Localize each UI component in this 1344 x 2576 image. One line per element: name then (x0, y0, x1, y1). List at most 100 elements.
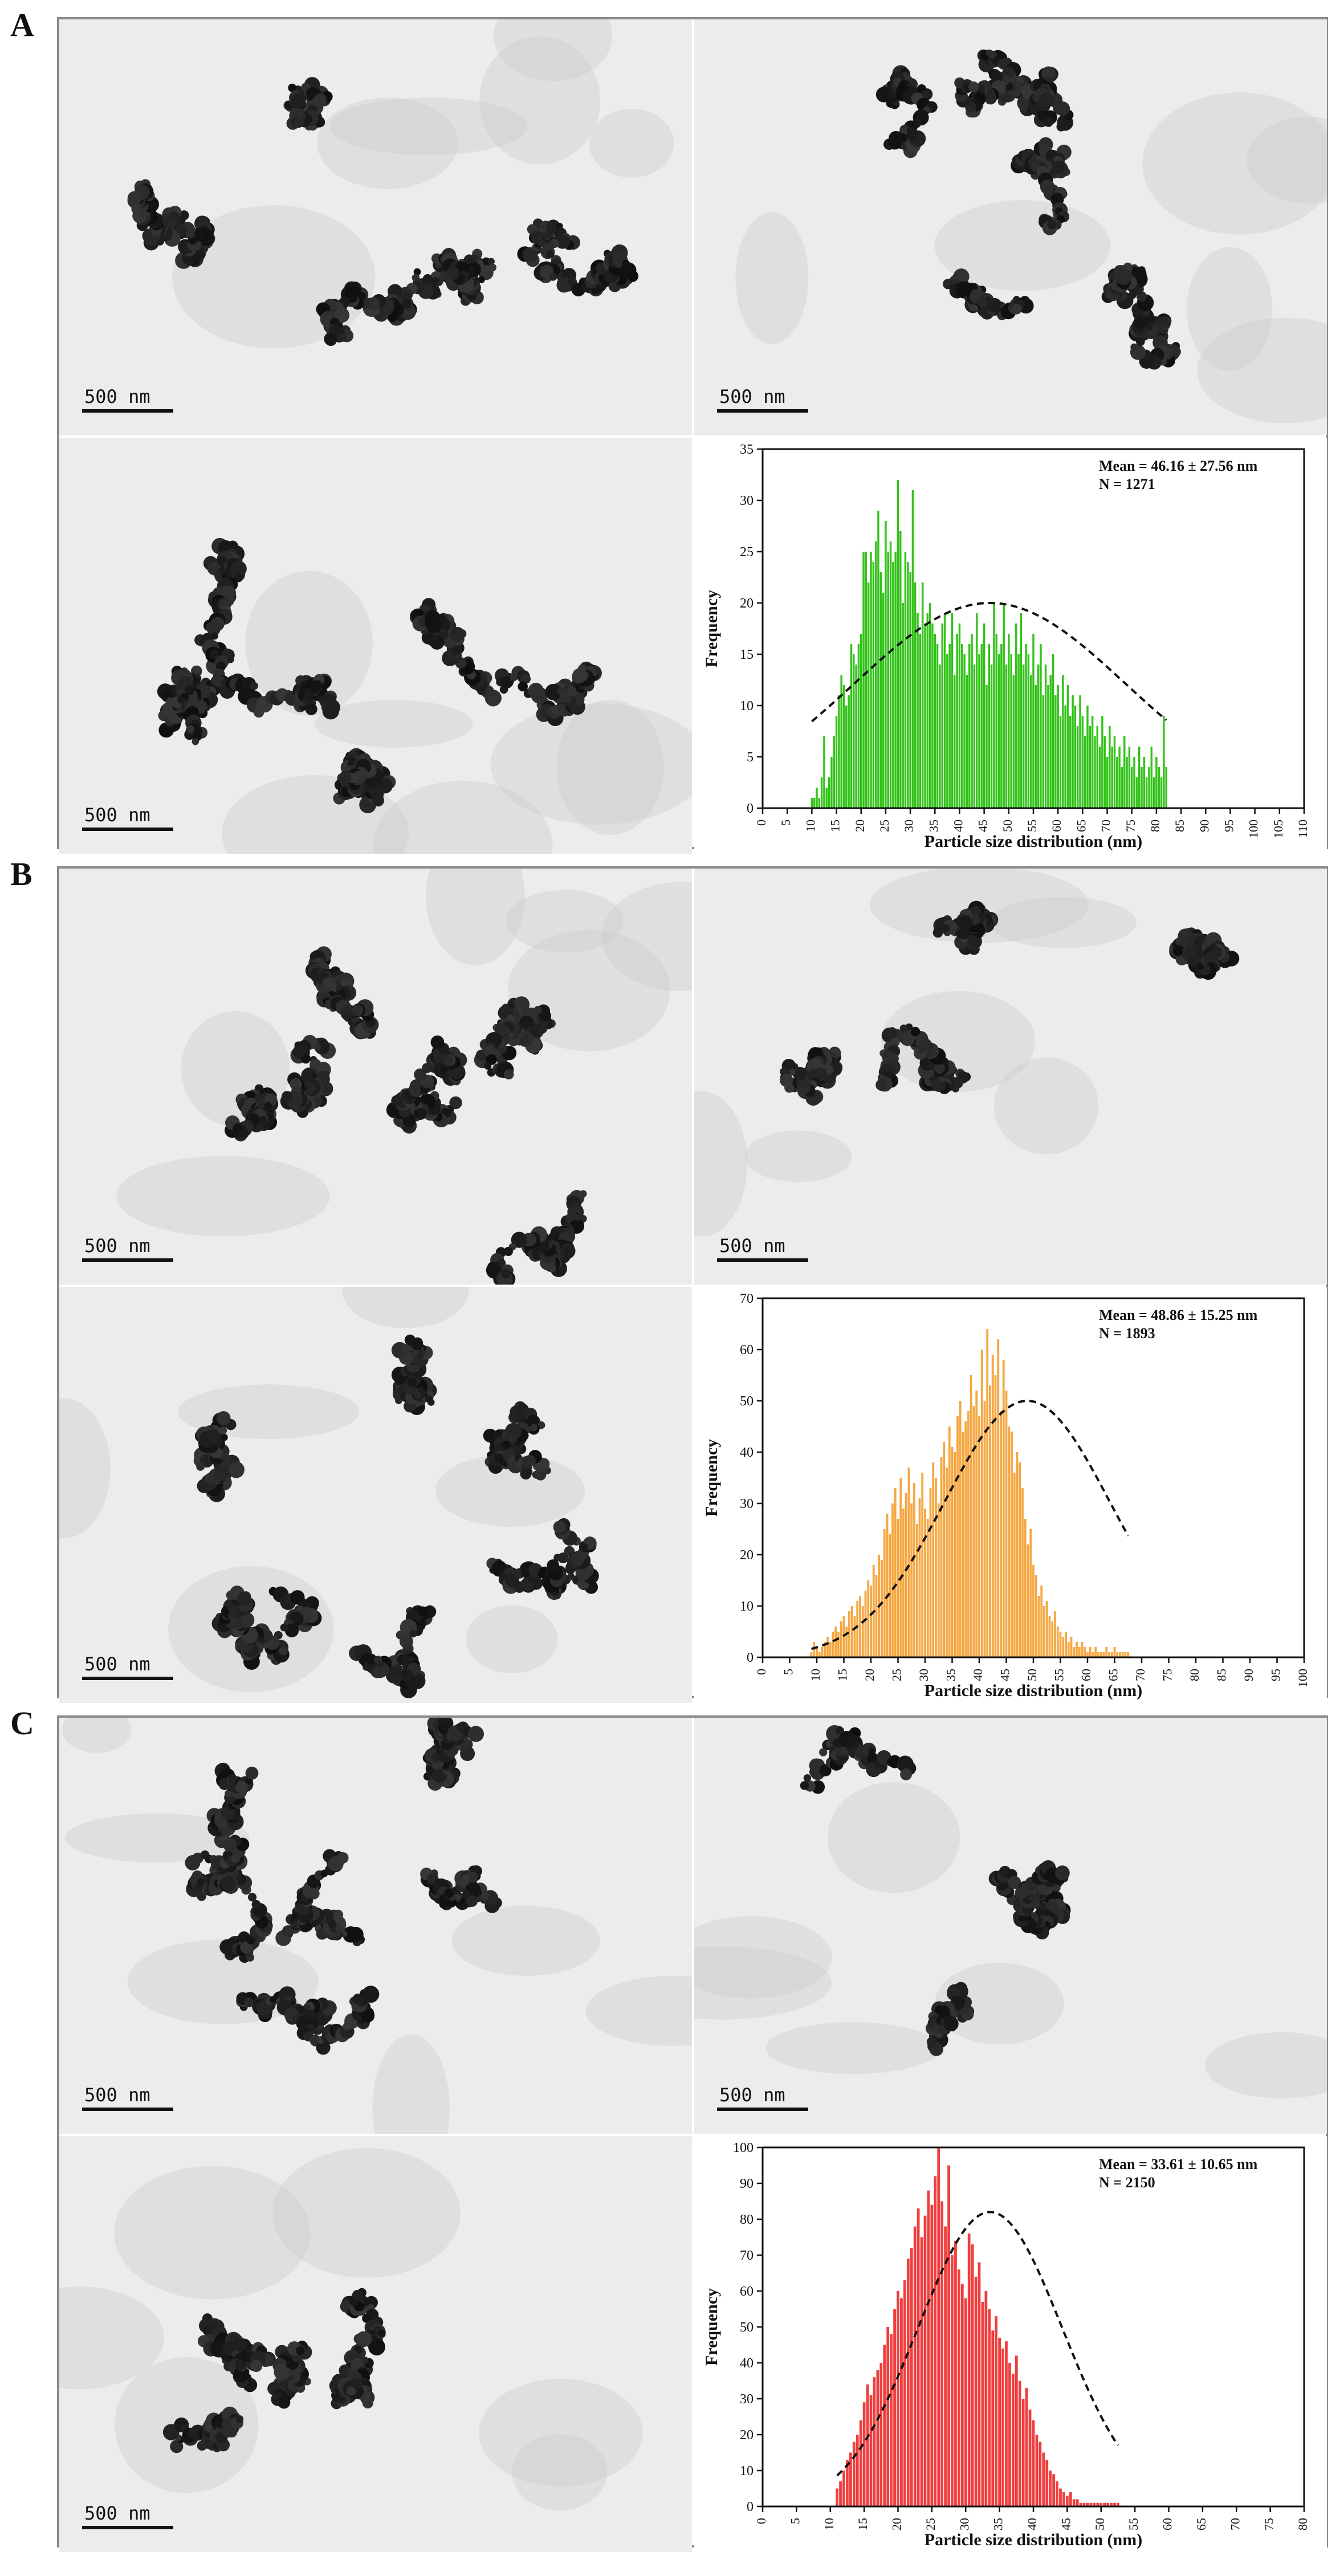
histogram-bar (1044, 665, 1047, 808)
histogram-svg: 0 5 10 15 20 25 30 35 40 45 50 55 60 65 70 75 80 85 90 95 10… (694, 1287, 1327, 1703)
histogram-svg: 0 5 10 15 20 25 30 35 40 45 50 55 60 65 70 75 80 85 90 95 10… (694, 438, 1327, 854)
y-tick-label: 10 (740, 699, 754, 714)
x-tick-label: 40 (951, 820, 966, 832)
histogram-bar (1117, 2502, 1119, 2506)
histogram-bar (1084, 1647, 1086, 1657)
histogram-bar (853, 1616, 856, 1657)
histogram-bar (963, 654, 966, 808)
histogram-bar (845, 706, 848, 808)
histogram-bar (1123, 736, 1126, 808)
tem-micrograph-a3: 500 nm (59, 438, 692, 854)
y-axis-label: Frequency (702, 2288, 721, 2366)
histogram-bar (889, 1534, 891, 1657)
x-tick-label: 45 (1058, 2518, 1073, 2530)
y-tick-label: 40 (740, 2356, 754, 2371)
histogram-bar (1012, 675, 1015, 808)
histogram-bar (866, 2384, 869, 2506)
x-tick-label: 95 (1222, 820, 1236, 832)
histogram-bar (944, 2226, 947, 2506)
histogram-bar (833, 736, 835, 808)
histogram-bar (1003, 603, 1005, 808)
y-tick-label: 100 (733, 2141, 754, 2155)
histogram-bar (1089, 2502, 1093, 2506)
histogram-bar (826, 1637, 829, 1657)
histogram-bar (978, 2262, 981, 2506)
histogram-bar (1008, 2363, 1011, 2506)
histogram-bar (997, 654, 1000, 808)
histogram-svg: 0 5 10 15 20 25 30 35 40 45 50 55 60 65 70 75 80 0 10 20 30 4… (694, 2136, 1327, 2552)
histogram-bar (921, 1473, 924, 1657)
histogram-bar (842, 2471, 845, 2506)
histogram-bar (883, 2345, 886, 2506)
histogram-bar (956, 1416, 959, 1657)
histogram-bar (1059, 1632, 1062, 1657)
histogram-bar (855, 665, 857, 808)
histogram-bar (1015, 623, 1017, 808)
tem-particles (694, 869, 1327, 1285)
histogram-bar (1056, 2481, 1058, 2506)
histogram-bar (975, 613, 978, 808)
histogram-bar (1049, 675, 1052, 808)
histogram-bar (1000, 1411, 1002, 1657)
x-tick-label: 5 (779, 820, 793, 826)
histogram-bar (1032, 2420, 1035, 2506)
histogram-bar (946, 654, 948, 808)
histogram-bar (1011, 1432, 1013, 1657)
x-tick-label: 25 (923, 2518, 938, 2530)
histogram-bar (903, 2280, 906, 2506)
x-tick-label: 105 (1271, 820, 1285, 838)
histogram-bar (897, 1519, 899, 1657)
histogram-bar (1110, 2502, 1113, 2506)
histogram-bar (1040, 1585, 1043, 1657)
y-tick-label: 0 (747, 2500, 754, 2514)
x-tick-label: 75 (1262, 2518, 1276, 2530)
histogram-bar (921, 582, 924, 808)
histogram-bar (1086, 706, 1089, 808)
x-tick-label: 70 (1228, 2518, 1242, 2530)
histogram-bar (810, 1652, 813, 1657)
scale-bar-label: 500 nm (84, 1235, 150, 1257)
histogram-bar (870, 1585, 872, 1657)
histogram-bar (1096, 726, 1098, 808)
histogram-bar (829, 1642, 832, 1657)
histogram-bar (873, 2377, 876, 2506)
histogram-bar (1121, 1652, 1124, 1657)
histogram-bar (900, 2298, 903, 2506)
x-tick-label: 5 (781, 1669, 796, 1675)
y-tick-label: 5 (747, 750, 754, 765)
histogram-bar (1027, 654, 1030, 808)
histogram-bar (951, 613, 954, 808)
histogram-bar (887, 552, 889, 808)
histogram-bar (1081, 716, 1084, 808)
histogram-bar (989, 1385, 991, 1657)
histogram-bar (886, 1514, 889, 1657)
histogram-bar (973, 665, 976, 808)
histogram-bar (1023, 665, 1025, 808)
histogram-bar (1111, 747, 1113, 808)
histogram-bar (1028, 2409, 1032, 2506)
histogram-bar (1049, 2471, 1052, 2506)
scale-bar (82, 828, 173, 831)
histogram-bar (907, 562, 909, 808)
histogram-bar (856, 2435, 859, 2506)
n-annotation: N = 1893 (1099, 1325, 1155, 1342)
histogram-bar (1048, 1616, 1051, 1657)
histogram-bar (1056, 1627, 1059, 1657)
histogram-bar (972, 1406, 975, 1657)
histogram-bar (1089, 1647, 1092, 1657)
tem-particles (59, 2136, 692, 2552)
histogram-bar (947, 2165, 950, 2506)
histogram-bar (1082, 2502, 1086, 2506)
histogram-bar (1165, 767, 1167, 808)
histogram-bar (943, 613, 946, 808)
y-tick-label: 80 (740, 2212, 754, 2227)
histogram-bar (1097, 1652, 1099, 1657)
histogram-bar (1091, 716, 1094, 808)
histogram-bar (1106, 2502, 1109, 2506)
histogram-bar (1029, 1529, 1032, 1657)
tem-particles (59, 1287, 692, 1703)
histogram-bar (954, 675, 956, 808)
histogram-bar (1138, 747, 1141, 808)
histogram-bar (1059, 2488, 1062, 2506)
histogram-bar (1001, 2348, 1004, 2506)
